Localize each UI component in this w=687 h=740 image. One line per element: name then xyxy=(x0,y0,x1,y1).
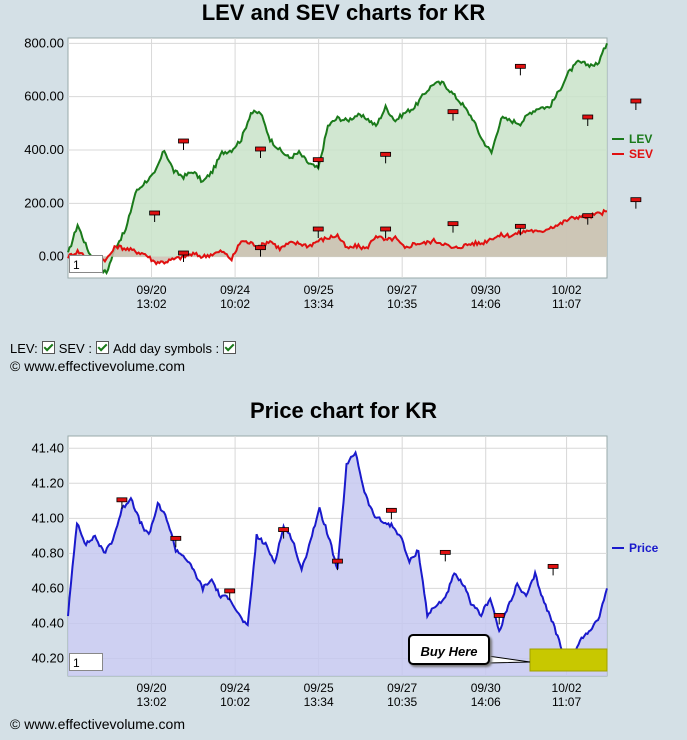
y-tick-label: 41.40 xyxy=(31,440,64,455)
x-tick-time: 13:02 xyxy=(137,297,167,311)
day-marker xyxy=(149,210,161,216)
y-tick-label: 800.00 xyxy=(24,35,64,50)
x-tick-date: 09/24 xyxy=(220,681,250,695)
x-tick-time: 14:06 xyxy=(471,297,501,311)
day-marker xyxy=(385,507,397,513)
x-tick-date: 09/30 xyxy=(471,283,501,297)
day-marker xyxy=(447,109,459,115)
sev-line xyxy=(67,208,608,266)
day-marker xyxy=(582,213,594,219)
y-tick-label: 0.00 xyxy=(39,249,64,264)
day-marker xyxy=(255,245,266,251)
y-tick-label: 400.00 xyxy=(24,142,64,157)
x-tick-time: 14:06 xyxy=(471,695,501,709)
day-symbols-checkbox[interactable] xyxy=(223,341,237,354)
day-marker xyxy=(170,535,182,541)
copyright-text: © www.effectivevolume.com xyxy=(10,358,186,374)
day-symbols-label: Add day symbols : xyxy=(112,341,220,356)
day-marker xyxy=(447,221,459,227)
y-tick-label: 40.40 xyxy=(31,615,64,630)
day-marker xyxy=(255,146,266,152)
day-marker xyxy=(380,151,392,157)
x-tick-time: 13:34 xyxy=(304,297,334,311)
day-marker xyxy=(547,563,559,569)
x-tick-date: 09/25 xyxy=(304,283,334,297)
x-tick-time: 10:35 xyxy=(387,297,417,311)
x-tick-time: 13:34 xyxy=(304,695,334,709)
price-chart-title: Price chart for KR xyxy=(249,398,438,423)
x-tick-time: 10:02 xyxy=(220,695,250,709)
x-tick-date: 09/25 xyxy=(304,681,334,695)
legend-label-price: Price xyxy=(629,541,659,555)
x-tick-time: 11:07 xyxy=(552,297,581,311)
x-tick-date: 09/27 xyxy=(387,681,417,695)
lev-zoom-input[interactable]: 1 xyxy=(69,255,103,273)
day-marker xyxy=(493,613,505,618)
day-marker xyxy=(630,98,642,104)
copyright-text-bottom: © www.effectivevolume.com xyxy=(10,716,186,732)
day-marker xyxy=(439,549,451,555)
y-tick-label: 41.00 xyxy=(31,510,64,525)
legend-label-lev: LEV xyxy=(629,132,652,146)
y-tick-label: 40.80 xyxy=(31,545,64,560)
price-area xyxy=(68,452,607,676)
chart-controls: LEV: SEV : Add day symbols : xyxy=(10,341,240,356)
x-tick-time: 10:35 xyxy=(387,695,417,709)
lev-line xyxy=(67,42,608,276)
x-tick-date: 09/20 xyxy=(137,283,167,297)
day-marker xyxy=(514,63,526,69)
x-tick-date: 09/20 xyxy=(137,681,167,695)
y-tick-label: 41.20 xyxy=(31,475,64,490)
x-tick-time: 10:02 xyxy=(220,297,250,311)
x-tick-time: 11:07 xyxy=(552,695,581,709)
x-tick-date: 09/30 xyxy=(471,681,501,695)
day-marker xyxy=(312,157,324,163)
lev-checkbox[interactable] xyxy=(41,341,55,354)
day-marker xyxy=(224,588,236,594)
x-tick-date: 10/02 xyxy=(552,681,582,695)
day-marker xyxy=(116,497,128,503)
lev-sev-chart-title: LEV and SEV charts for KR xyxy=(201,0,486,25)
lev-toggle-label: LEV: xyxy=(10,341,38,356)
y-tick-label: 600.00 xyxy=(24,89,64,104)
x-tick-date: 09/27 xyxy=(387,283,417,297)
day-marker xyxy=(178,138,189,144)
y-tick-label: 200.00 xyxy=(24,195,64,210)
sev-checkbox[interactable] xyxy=(95,341,109,354)
price-zoom-input[interactable]: 1 xyxy=(69,653,103,671)
day-marker xyxy=(332,558,343,564)
day-marker xyxy=(630,197,642,203)
day-marker xyxy=(514,223,526,229)
day-marker xyxy=(380,226,392,232)
buy-zone-highlight xyxy=(529,648,608,672)
x-tick-time: 13:02 xyxy=(137,695,167,709)
day-marker xyxy=(582,114,594,120)
buy-here-callout: Buy Here xyxy=(408,634,490,665)
y-tick-label: 40.20 xyxy=(31,650,64,665)
lev-area xyxy=(68,43,607,273)
legend-label-sev: SEV xyxy=(629,147,653,161)
day-marker xyxy=(278,527,290,532)
y-tick-label: 40.60 xyxy=(31,580,64,595)
day-marker xyxy=(178,250,189,256)
x-tick-date: 10/02 xyxy=(552,283,582,297)
day-marker xyxy=(312,226,324,232)
x-tick-date: 09/24 xyxy=(220,283,250,297)
sev-toggle-label: SEV : xyxy=(58,341,92,356)
sev-area xyxy=(68,210,607,264)
